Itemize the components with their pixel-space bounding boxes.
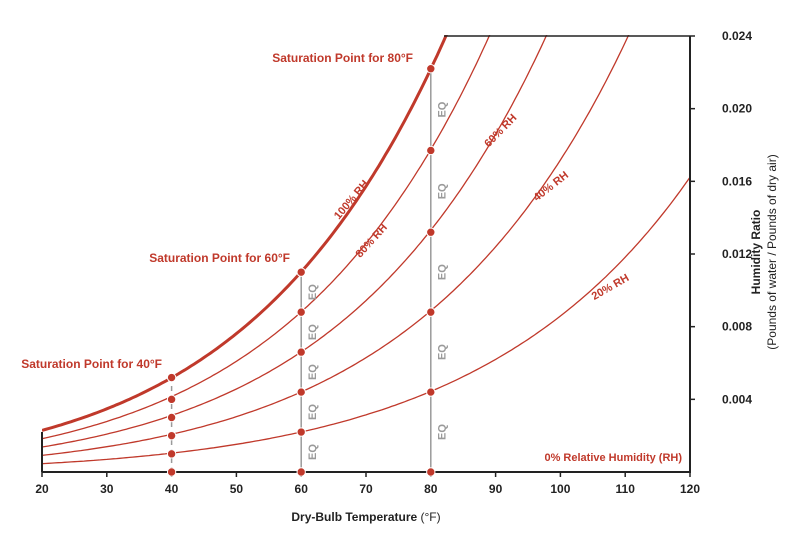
saturation-label: Saturation Point for 80°F [272,51,413,65]
x-tick-label: 90 [489,482,503,496]
data-point [166,430,177,441]
y-tick-label: 0.016 [722,174,752,188]
data-point [426,145,436,156]
data-point [426,387,436,397]
y-tick-label: 0.012 [722,247,752,261]
x-tick-label: 100 [550,482,570,496]
rh-label-80: 80% RH [354,222,390,261]
data-point [426,307,436,317]
eq-label: EQ [437,183,449,199]
eq-layer: EQ EQ EQ EQ EQ EQ EQ EQ EQ EQ [170,68,449,472]
eq-label: EQ [437,101,449,117]
y-tick-label: 0.024 [722,29,752,43]
data-point [166,412,177,423]
x-tick-label: 30 [100,482,114,496]
data-point [426,64,436,74]
eq-label: EQ [437,424,449,440]
eq-label: EQ [437,344,449,360]
eq-label: EQ [307,324,319,340]
x-tick-label: 120 [680,482,700,496]
rh-label-100: 100% RH [332,178,371,222]
data-point [166,394,177,405]
rh-curve-20 [42,176,690,465]
data-point [426,227,436,237]
x-tick-label: 80 [424,482,438,496]
x-tick-label: 20 [35,482,49,496]
x-tick-label: 40 [165,482,179,496]
y-tick-label: 0.008 [722,320,752,334]
data-point [296,267,306,277]
rh-curve-40 [42,35,630,457]
y-axis-title: Humidity Ratio [749,210,763,295]
curves-layer [42,35,690,472]
data-point [296,467,306,477]
data-point [296,427,306,437]
rh-curve-100 [42,35,448,432]
eq-label: EQ [307,404,319,420]
y-tick-label: 0.004 [722,392,752,406]
data-point [166,467,177,477]
points-layer [166,64,436,477]
y-tick-label: 0.020 [722,102,752,116]
eq-label: EQ [307,444,319,460]
data-point [426,467,436,477]
data-point [296,307,306,317]
y-axis-subtitle: (Pounds of water / Pounds of dry air) [765,154,779,349]
x-tick-label: 70 [359,482,373,496]
eq-label: EQ [437,264,449,280]
data-point [296,387,306,397]
eq-label: EQ [307,364,319,380]
saturation-label: Saturation Point for 40°F [21,357,162,371]
saturation-label: Saturation Point for 60°F [149,251,290,265]
rh-curve-80 [42,35,491,440]
data-point [166,372,177,383]
rh-label-0: 0% Relative Humidity (RH) [544,452,682,464]
rh-label-60: 60% RH [482,112,519,150]
x-tick-label: 50 [230,482,244,496]
data-point [296,347,306,357]
rh-curve-60 [42,35,548,448]
eq-label: EQ [307,284,319,300]
x-tick-label: 110 [616,482,636,496]
x-tick-label: 60 [295,482,309,496]
x-axis-title: Dry-Bulb Temperature (°F) [291,510,440,524]
rh-label-20: 20% RH [590,272,632,303]
axes-layer: 20 30 40 50 60 70 80 90 100 110 120 0.004 0.008 0.012… [35,29,779,524]
data-point [166,449,177,459]
